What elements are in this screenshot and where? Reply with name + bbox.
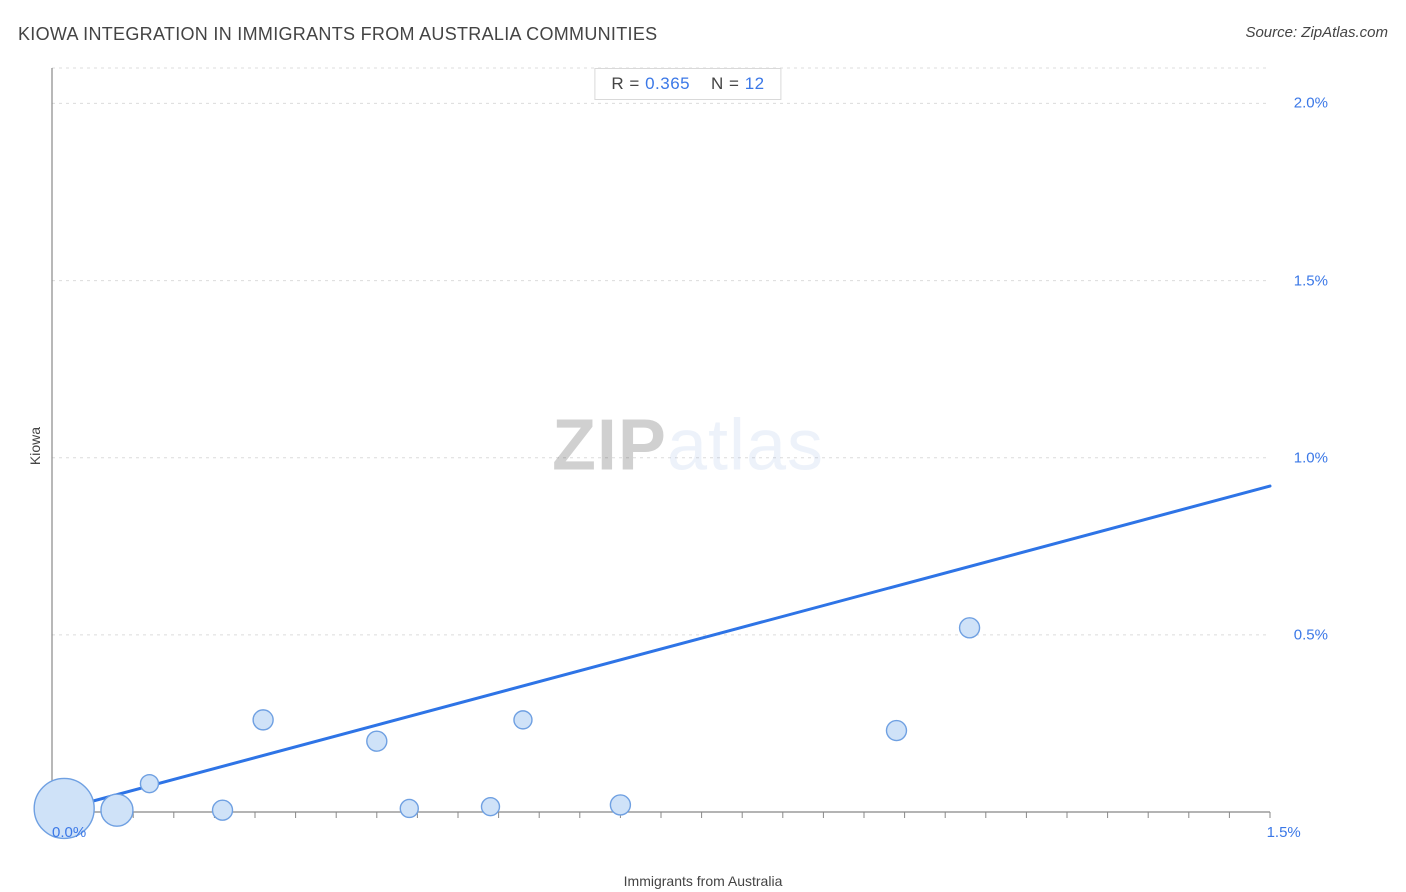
data-point — [960, 618, 980, 638]
stat-n-value: 12 — [745, 74, 765, 93]
chart-source: Source: ZipAtlas.com — [1245, 24, 1388, 41]
x-axis-label: Immigrants from Australia — [624, 873, 783, 889]
data-point — [886, 721, 906, 741]
stat-r-label: R = — [611, 74, 639, 93]
data-point — [610, 795, 630, 815]
stat-r-value: 0.365 — [645, 74, 690, 93]
y-tick-label: 1.0% — [1294, 449, 1328, 466]
stats-box: R = 0.365 N = 12 — [594, 68, 781, 100]
data-point — [140, 775, 158, 793]
y-tick-label: 1.5% — [1294, 272, 1328, 289]
data-point — [213, 800, 233, 820]
chart-header: KIOWA INTEGRATION IN IMMIGRANTS FROM AUS… — [18, 24, 1388, 54]
data-point — [253, 710, 273, 730]
data-point — [101, 794, 133, 826]
data-point — [481, 798, 499, 816]
data-point — [400, 799, 418, 817]
y-tick-label: 2.0% — [1294, 95, 1328, 112]
trendline — [52, 486, 1270, 812]
scatter-plot: ZIPatlas R = 0.365 N = 12 0.0%1.5% 0.5%1… — [48, 62, 1328, 842]
stat-n-label: N = — [711, 74, 739, 93]
y-tick-label: 0.5% — [1294, 626, 1328, 643]
x-tick-label: 1.5% — [1267, 824, 1301, 841]
data-point — [514, 711, 532, 729]
data-point — [367, 731, 387, 751]
chart-svg — [48, 62, 1328, 842]
y-axis-label: Kiowa — [27, 427, 43, 465]
chart-title: KIOWA INTEGRATION IN IMMIGRANTS FROM AUS… — [18, 24, 657, 44]
x-tick-label: 0.0% — [52, 824, 86, 841]
